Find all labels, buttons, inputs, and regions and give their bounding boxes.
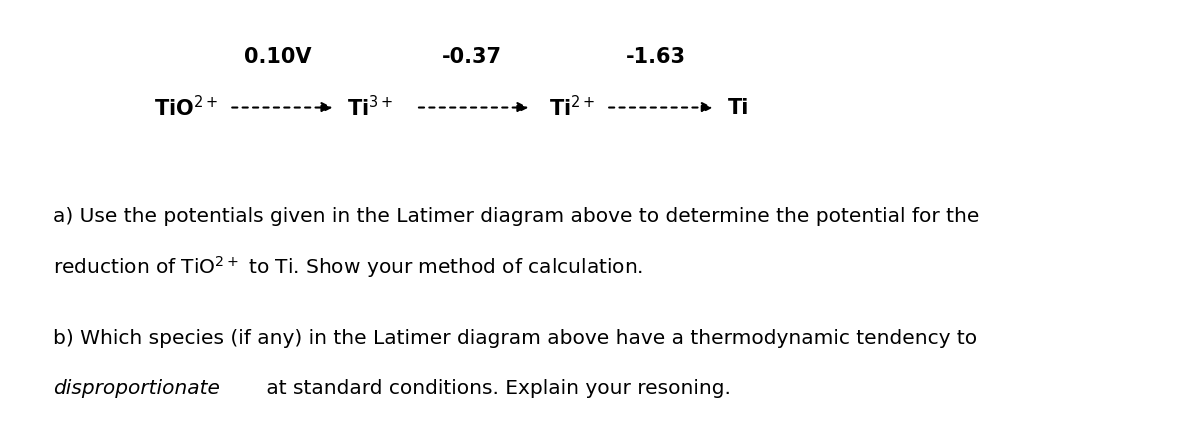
Text: TiO$^{2+}$: TiO$^{2+}$ (154, 95, 217, 120)
Text: a) Use the potentials given in the Latimer diagram above to determine the potent: a) Use the potentials given in the Latim… (53, 207, 979, 226)
Text: disproportionate: disproportionate (53, 379, 220, 398)
Text: -0.37: -0.37 (442, 47, 502, 67)
Text: Ti$^{3+}$: Ti$^{3+}$ (347, 95, 394, 120)
Text: 0.10V: 0.10V (244, 47, 312, 67)
Text: Ti$^{2+}$: Ti$^{2+}$ (548, 95, 595, 120)
Text: reduction of TiO$^{2+}$ to Ti. Show your method of calculation.: reduction of TiO$^{2+}$ to Ti. Show your… (53, 254, 643, 280)
Text: b) Which species (if any) in the Latimer diagram above have a thermodynamic tend: b) Which species (if any) in the Latimer… (53, 329, 977, 348)
Text: -1.63: -1.63 (626, 47, 686, 67)
Text: at standard conditions. Explain your resoning.: at standard conditions. Explain your res… (260, 379, 731, 398)
Text: Ti: Ti (728, 97, 750, 117)
